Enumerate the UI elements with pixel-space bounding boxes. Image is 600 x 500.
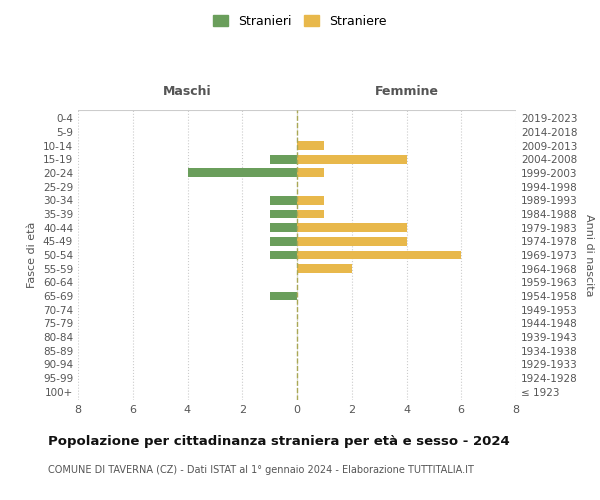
Bar — [269, 237, 297, 246]
Bar — [269, 250, 297, 260]
Bar — [297, 223, 407, 232]
Text: Maschi: Maschi — [163, 86, 212, 98]
Legend: Stranieri, Straniere: Stranieri, Straniere — [209, 11, 391, 32]
Bar — [297, 168, 325, 177]
Y-axis label: Anni di nascita: Anni di nascita — [584, 214, 594, 296]
Bar — [187, 168, 297, 177]
Bar — [297, 250, 461, 260]
Bar — [297, 141, 325, 150]
Bar — [269, 292, 297, 300]
Bar — [297, 196, 325, 204]
Bar — [297, 264, 352, 273]
Bar — [297, 210, 325, 218]
Text: Popolazione per cittadinanza straniera per età e sesso - 2024: Popolazione per cittadinanza straniera p… — [48, 435, 510, 448]
Y-axis label: Fasce di età: Fasce di età — [28, 222, 37, 288]
Text: Femmine: Femmine — [374, 86, 439, 98]
Bar — [269, 196, 297, 204]
Bar — [269, 223, 297, 232]
Bar — [297, 155, 407, 164]
Bar — [297, 237, 407, 246]
Text: COMUNE DI TAVERNA (CZ) - Dati ISTAT al 1° gennaio 2024 - Elaborazione TUTTITALIA: COMUNE DI TAVERNA (CZ) - Dati ISTAT al 1… — [48, 465, 474, 475]
Bar — [269, 155, 297, 164]
Bar — [269, 210, 297, 218]
